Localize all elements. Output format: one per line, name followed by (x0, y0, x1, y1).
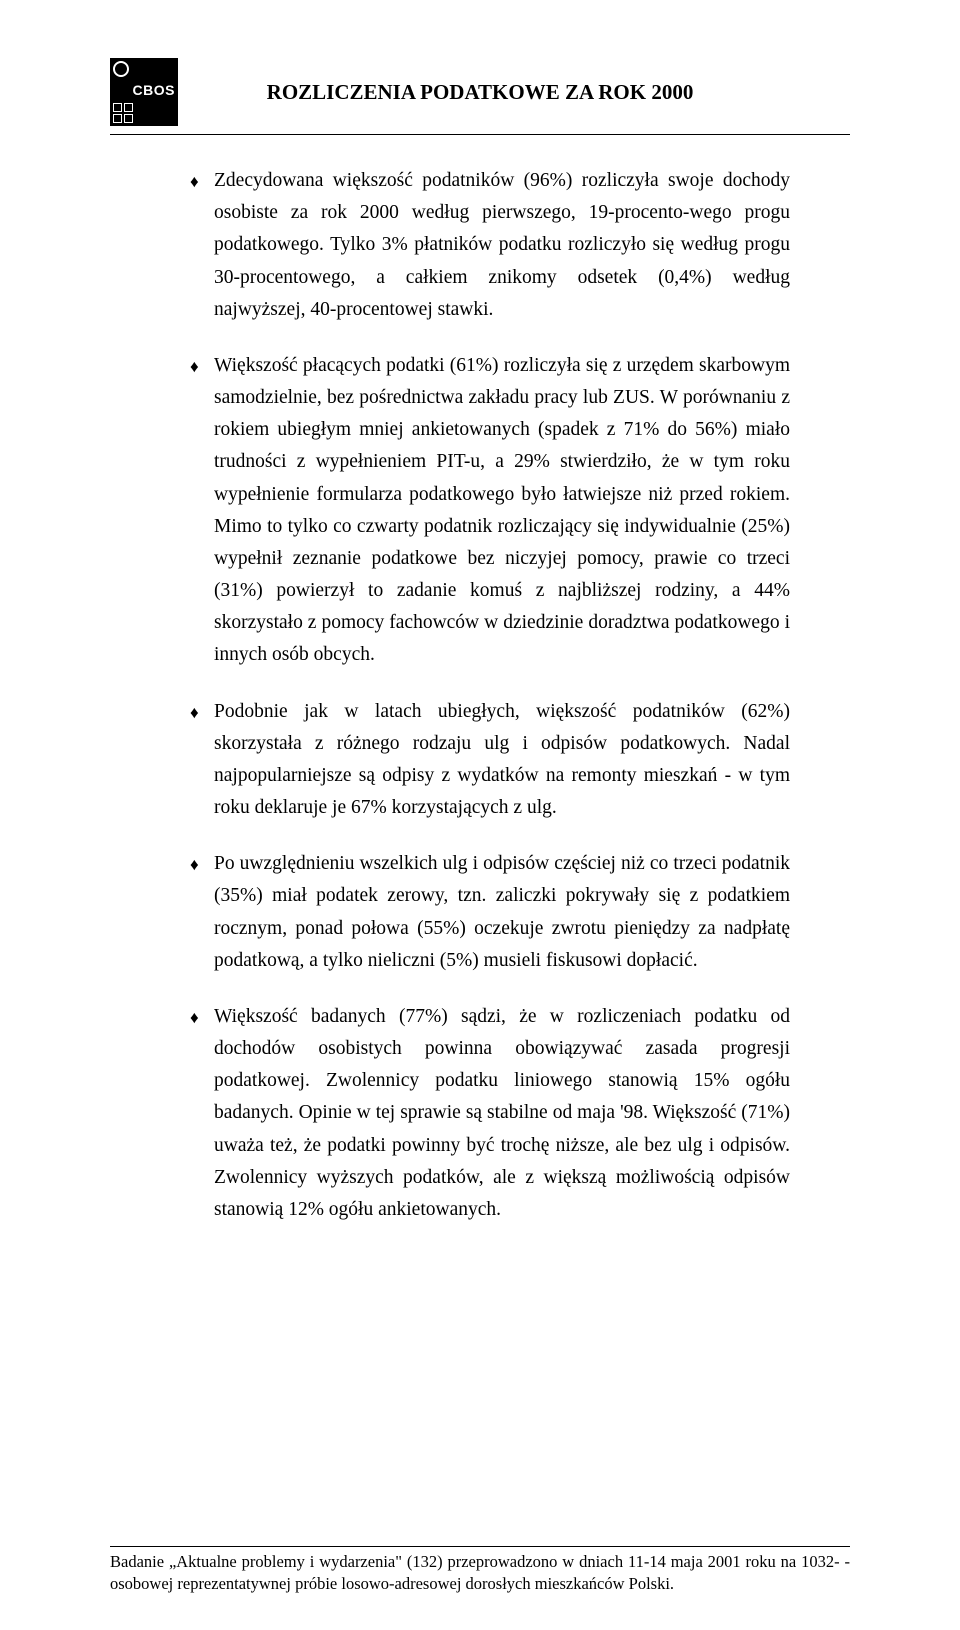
bullet-diamond-icon: ♦ (190, 165, 214, 326)
footer-divider (110, 1546, 850, 1547)
list-item: ♦ Po uwzględnieniu wszelkich ulg i odpis… (190, 848, 790, 977)
header-divider (110, 134, 850, 135)
cbos-logo: CBOS (110, 58, 178, 126)
page-header: CBOS ROZLICZENIA PODATKOWE ZA ROK 2000 (110, 58, 850, 126)
footer-text: Badanie „Aktualne problemy i wydarzenia"… (110, 1551, 850, 1594)
page-footer: Badanie „Aktualne problemy i wydarzenia"… (110, 1546, 850, 1594)
page-title: ROZLICZENIA PODATKOWE ZA ROK 2000 (178, 80, 850, 105)
bullet-text: Podobnie jak w latach ubiegłych, większo… (214, 696, 790, 825)
bullet-list: ♦ Zdecydowana większość podatników (96%)… (110, 165, 850, 1226)
bullet-text: Większość badanych (77%) sądzi, że w roz… (214, 1001, 790, 1226)
bullet-text: Po uwzględnieniu wszelkich ulg i odpisów… (214, 848, 790, 977)
bullet-text: Większość płacących podatki (61%) rozlic… (214, 350, 790, 672)
list-item: ♦ Większość płacących podatki (61%) rozl… (190, 350, 790, 672)
list-item: ♦ Większość badanych (77%) sądzi, że w r… (190, 1001, 790, 1226)
bullet-diamond-icon: ♦ (190, 696, 214, 825)
logo-text: CBOS (133, 82, 175, 98)
bullet-text: Zdecydowana większość podatników (96%) r… (214, 165, 790, 326)
list-item: ♦ Zdecydowana większość podatników (96%)… (190, 165, 790, 326)
list-item: ♦ Podobnie jak w latach ubiegłych, więks… (190, 696, 790, 825)
bullet-diamond-icon: ♦ (190, 848, 214, 977)
bullet-diamond-icon: ♦ (190, 1001, 214, 1226)
bullet-diamond-icon: ♦ (190, 350, 214, 672)
